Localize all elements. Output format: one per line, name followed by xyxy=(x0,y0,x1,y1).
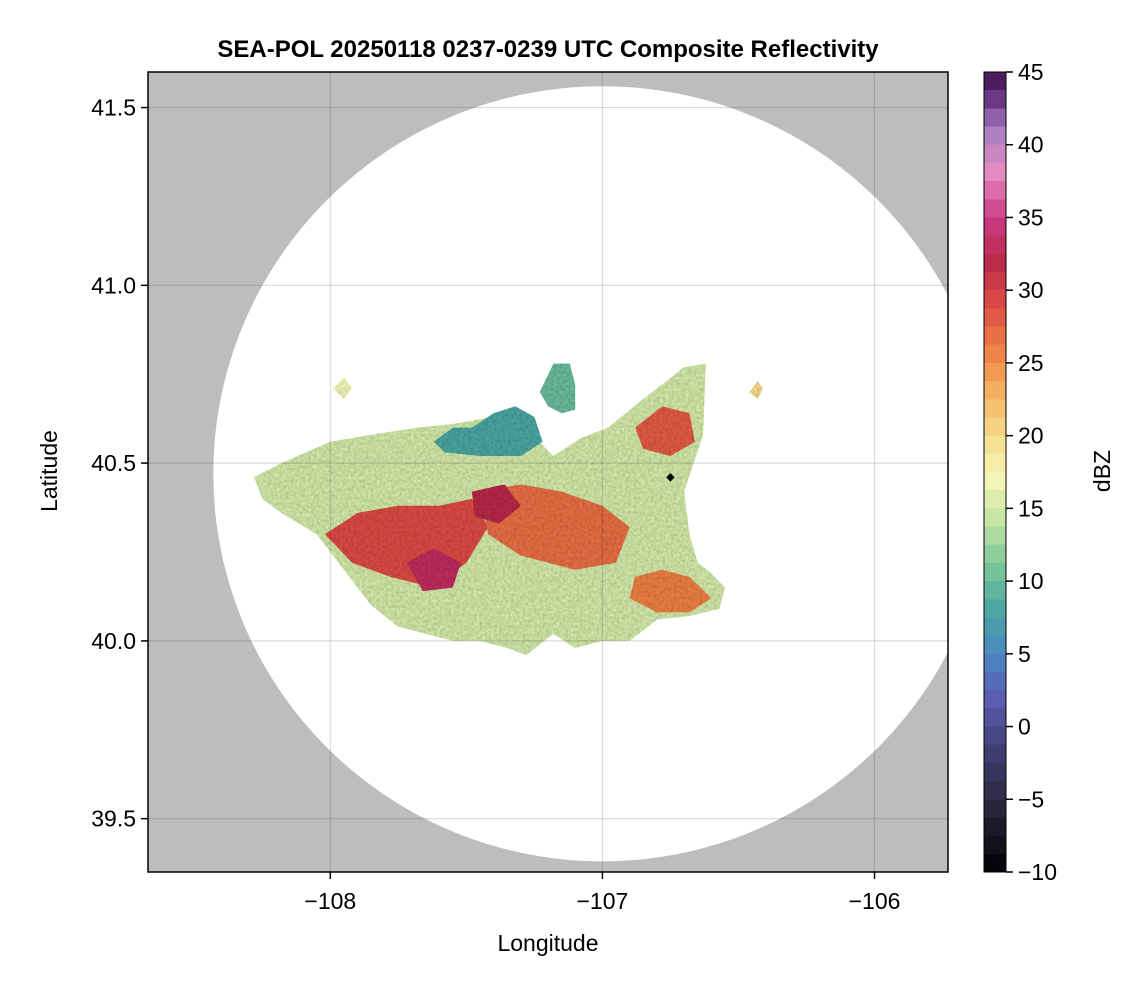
x-axis-label: Longitude xyxy=(497,930,598,956)
grid-lines xyxy=(148,72,948,872)
echo-northwest-lobe xyxy=(433,406,543,456)
colorbar-label: dBZ xyxy=(1089,450,1115,492)
y-tick-label: 39.5 xyxy=(91,806,136,832)
x-tick-label: −106 xyxy=(849,888,901,914)
colorbar-tick-label: 30 xyxy=(1018,277,1044,303)
echo-south-light-band xyxy=(507,598,589,634)
x-axis: −108 −107 −106 xyxy=(304,872,900,914)
colorbar-tick-label: 10 xyxy=(1018,568,1044,594)
y-tick-label: 40.5 xyxy=(91,450,136,476)
colorbar-tick-label: 20 xyxy=(1018,423,1044,449)
colorbar-tick-label: −10 xyxy=(1018,859,1057,885)
echo-max-core-center xyxy=(471,484,521,524)
colorbar-tick-label: −5 xyxy=(1018,786,1044,812)
echo-max-core-west xyxy=(406,548,461,592)
colorbar-tick-label: 15 xyxy=(1018,495,1044,521)
colorbar-tick-label: 35 xyxy=(1018,204,1044,230)
colorbar-tick-label: 5 xyxy=(1018,641,1031,667)
colorbar-tick-label: 40 xyxy=(1018,132,1044,158)
y-tick-label: 40.0 xyxy=(91,628,136,654)
echo-north-cells xyxy=(539,363,576,414)
echo-east-isolated-cell xyxy=(749,381,763,400)
x-tick-label: −108 xyxy=(304,888,356,914)
radar-site-marker xyxy=(666,473,675,482)
y-axis: 39.5 40.0 40.5 41.0 41.5 xyxy=(91,95,148,832)
chart-title: SEA-POL 20250118 0237-0239 UTC Composite… xyxy=(217,36,879,63)
echo-west-isolated-cell xyxy=(333,377,353,400)
y-tick-label: 41.5 xyxy=(91,95,136,121)
echo-layer xyxy=(254,363,763,656)
y-tick-label: 41.0 xyxy=(91,272,136,298)
colorbar-tick-label: 0 xyxy=(1018,714,1031,740)
colorbar-gradient xyxy=(983,71,1007,873)
plot-frame xyxy=(147,71,949,873)
echo-core-northeast xyxy=(635,406,695,456)
colorbar-tick-label: 45 xyxy=(1018,59,1044,85)
colorbar: −10 −5 0 5 10 15 20 25 30 35 40 45 dBZ xyxy=(983,59,1115,885)
colorbar-tick-label: 25 xyxy=(1018,350,1044,376)
echo-core-southeast xyxy=(629,569,712,613)
x-tick-label: −107 xyxy=(577,888,629,914)
colorbar-ticks: −10 −5 0 5 10 15 20 25 30 35 40 45 xyxy=(1006,59,1057,885)
plot-area xyxy=(147,71,949,873)
y-axis-label: Latitude xyxy=(36,430,62,512)
